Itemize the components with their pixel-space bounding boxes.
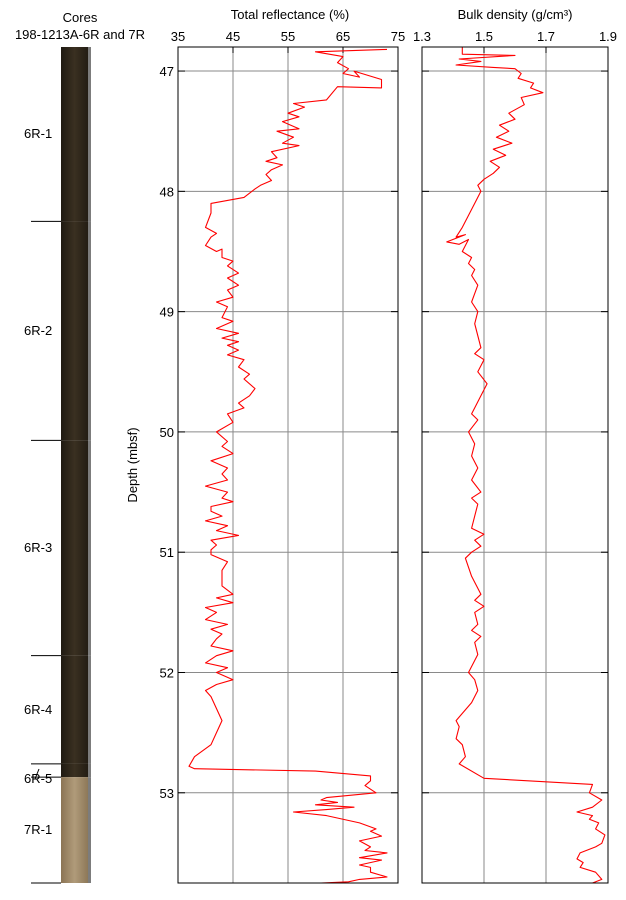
core-section-label: 6R-4: [24, 701, 53, 717]
reflectance-x-tick-label: 45: [226, 29, 240, 44]
density-plot: 1.3 1.5 1.7 1.9: [413, 29, 617, 884]
reflectance-y-tick-label: 53: [160, 786, 174, 801]
density-x-tick-label: 1.7: [537, 29, 555, 44]
reflectance-y-axis-label: Depth (mbsf): [125, 427, 140, 502]
core-section-edge: [88, 47, 91, 222]
core-section-label: 6R-2: [24, 322, 53, 338]
reflectance-plot-frame: [177, 46, 399, 884]
core-section-6r-4: [61, 655, 88, 764]
core-section-edge: [88, 763, 91, 778]
core-section-7r-1: [61, 777, 88, 883]
reflectance-y-tick-label: 52: [160, 665, 174, 680]
core-section-edge: [88, 777, 91, 883]
core-section-6r-2: [61, 221, 88, 441]
density-x-tick-label: 1.5: [475, 29, 493, 44]
core-section-label: 6R-3: [24, 539, 53, 555]
core-section-edge: [88, 655, 91, 764]
core-section-label: 6R-1: [24, 126, 53, 142]
density-series-line: [446, 47, 606, 884]
core-column-title-line2: 198-1213A-6R and 7R: [14, 27, 146, 42]
reflectance-x-tick-label: 65: [336, 29, 350, 44]
reflectance-y-tick-label: 50: [160, 425, 174, 440]
reflectance-x-tick-label: 75: [391, 29, 405, 44]
reflectance-plot: 35 45 55 65 75 47 48 49 50 51 52 53 Depth (mbsf): [125, 29, 405, 884]
core-section-edge: [88, 221, 91, 441]
density-plot-frame: [421, 46, 609, 884]
core-section-6r-1: [61, 47, 88, 222]
density-title: Bulk density (g/cm³): [457, 7, 573, 22]
reflectance-series-line: [188, 48, 388, 884]
reflectance-y-tick-label: 49: [160, 305, 174, 320]
core-section-label: 7R-1: [24, 822, 53, 838]
reflectance-x-tick-label: 35: [171, 29, 185, 44]
reflectance-title: Total reflectance (%): [230, 7, 350, 22]
core-section-6r-3: [61, 440, 88, 656]
core-section-6r-5: [61, 763, 88, 778]
reflectance-y-tick-label: 51: [160, 545, 174, 560]
reflectance-x-tick-label: 55: [281, 29, 295, 44]
reflectance-y-tick-label: 48: [160, 184, 174, 199]
density-x-tick-label: 1.9: [599, 29, 617, 44]
core-section-label: 6R-5: [24, 771, 53, 787]
density-x-tick-label: 1.3: [413, 29, 431, 44]
section-slash-mark: [34, 768, 40, 780]
reflectance-y-tick-label: 47: [160, 64, 174, 79]
core-column-title-line1: Cores: [62, 10, 98, 25]
core-photo-column: [31, 47, 91, 884]
core-section-edge: [88, 440, 91, 656]
